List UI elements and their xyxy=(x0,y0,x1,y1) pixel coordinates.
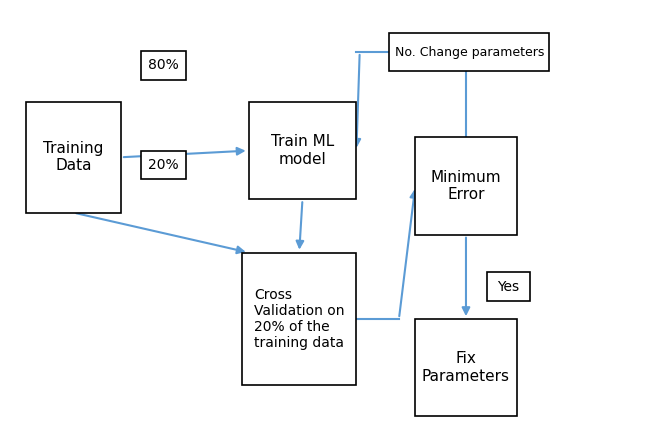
Text: Cross
Validation on
20% of the
training data: Cross Validation on 20% of the training … xyxy=(254,288,345,350)
Text: Fix
Parameters: Fix Parameters xyxy=(422,351,510,384)
Text: Minimum
Error: Minimum Error xyxy=(431,170,501,202)
Text: 80%: 80% xyxy=(148,58,179,72)
Text: Training
Data: Training Data xyxy=(43,141,104,174)
FancyBboxPatch shape xyxy=(26,102,121,213)
Text: Yes: Yes xyxy=(498,280,519,294)
FancyBboxPatch shape xyxy=(415,319,517,416)
FancyBboxPatch shape xyxy=(242,253,356,385)
FancyBboxPatch shape xyxy=(389,33,549,71)
FancyBboxPatch shape xyxy=(141,151,186,179)
FancyBboxPatch shape xyxy=(249,102,356,199)
Text: Train ML
model: Train ML model xyxy=(271,134,334,167)
Text: No. Change parameters: No. Change parameters xyxy=(394,46,544,58)
FancyBboxPatch shape xyxy=(141,51,186,80)
FancyBboxPatch shape xyxy=(415,137,517,235)
FancyBboxPatch shape xyxy=(487,272,530,301)
Text: 20%: 20% xyxy=(148,158,179,172)
